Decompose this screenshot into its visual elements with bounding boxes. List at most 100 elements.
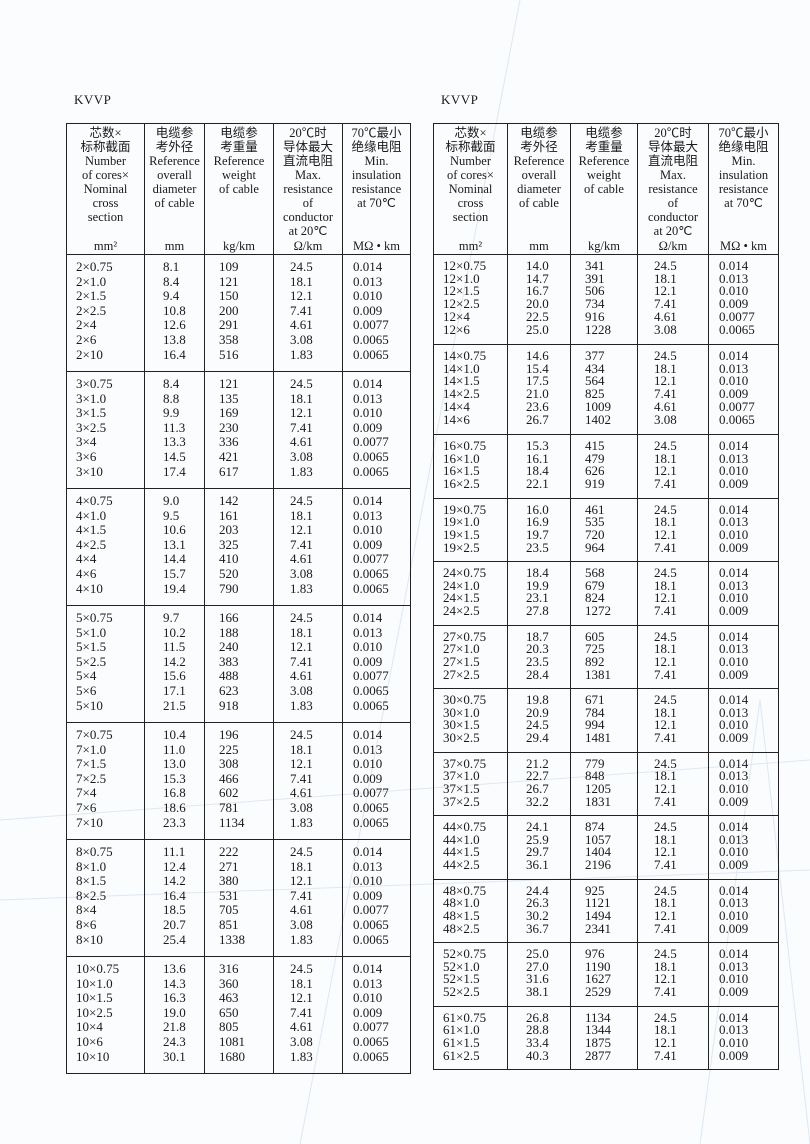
cell-value: 24.5 [290, 610, 313, 625]
table-row-group: 2×0.75 2×1.0 2×1.5 2×2.5 2×4 2×6 2×10 8.1 8.4 9.4… [66, 254, 411, 372]
cell-value: 0.010 [719, 780, 749, 796]
cell-value: 14×6 [443, 411, 470, 427]
cell-value: 16.0 [526, 501, 549, 517]
cell-overall-diameter: 24.4 26.3 30.2 36.7 [507, 878, 571, 943]
cell-value: 24.4 [526, 882, 549, 898]
cell-value: 0.0065 [353, 331, 389, 347]
cell-value: 28.8 [526, 1022, 549, 1038]
cell-value: 61×1.5 [443, 1034, 480, 1050]
cell-value: 19.9 [526, 577, 549, 593]
header-line: Number [85, 154, 126, 168]
header-line: at 70℃ [724, 196, 763, 210]
cell-value: 336 [219, 434, 239, 450]
cell-value: 0.013 [719, 514, 749, 530]
header-weight: 电缆参 考重量 Reference weight of cable kg/km [204, 123, 274, 255]
cell-value: 18.1 [654, 895, 677, 911]
cell-value: 9.0 [163, 493, 180, 508]
cell-value: 12.1 [290, 522, 313, 538]
cell-value: 779 [585, 755, 605, 771]
cell-value: 0.010 [719, 373, 749, 389]
cell-min-insulation-resistance: 0.014 0.013 0.010 0.009 [708, 1005, 779, 1070]
cell-value: 13.6 [163, 961, 186, 976]
header-line: 考外径 [155, 140, 194, 154]
cell-value: 12.1 [290, 756, 313, 772]
cell-value: 7×0.75 [76, 727, 113, 742]
cell-value: 0.010 [719, 907, 749, 923]
cell-value: 18.1 [654, 704, 677, 720]
cell-value: 4×2.5 [76, 536, 107, 552]
cell-value: 22.7 [526, 768, 549, 784]
cell-min-insulation-resistance: 0.014 0.013 0.010 0.009 0.0077 0.0065 0.0065 [342, 956, 411, 1074]
cell-weight: 109 121 150 200 291 358 516 [204, 254, 274, 372]
cell-value: 11.1 [163, 844, 186, 859]
cell-cores-cross-section: 5×0.75 5×1.0 5×1.5 5×2.5 5×4 5×6 5×10 [66, 605, 145, 723]
cell-value: 1081 [219, 1033, 245, 1049]
cell-min-insulation-resistance: 0.014 0.013 0.010 0.009 [708, 751, 779, 816]
cell-value: 0.009 [719, 984, 749, 1000]
cell-value: 1.83 [290, 1048, 313, 1064]
cell-value: 8×1.5 [76, 873, 107, 889]
header-unit: kg/km [588, 239, 620, 253]
cell-value: 4×1.5 [76, 522, 107, 538]
cell-value: 0.010 [719, 971, 749, 987]
cell-min-insulation-resistance: 0.014 0.013 0.010 0.009 0.0077 0.0065 0.0065 [342, 254, 411, 372]
cell-value: 61×0.75 [443, 1009, 487, 1025]
cell-value: 11.3 [163, 419, 186, 435]
cell-value: 24.5 [654, 628, 677, 644]
cell-value: 0.0065 [353, 814, 389, 830]
cell-value: 463 [219, 990, 239, 1006]
cell-cores-cross-section: 3×0.75 3×1.0 3×1.5 3×2.5 3×4 3×6 3×10 [66, 371, 145, 489]
cell-value: 21.2 [526, 755, 549, 771]
cell-value: 7.41 [654, 539, 677, 555]
cell-value: 5×1.0 [76, 624, 107, 640]
cell-value: 18.1 [654, 270, 677, 286]
cell-value: 1831 [585, 793, 611, 809]
cell-value: 52×2.5 [443, 984, 480, 1000]
cell-value: 24.5 [654, 755, 677, 771]
cell-value: 2341 [585, 920, 611, 936]
cell-value: 291 [219, 317, 239, 333]
cell-value: 24×1.0 [443, 577, 480, 593]
cell-value: 848 [585, 768, 605, 784]
cell-value: 4×10 [76, 580, 103, 596]
cell-weight: 415 479 626 919 [570, 434, 638, 499]
header-cores-cross-section: 芯数× 标称截面 Number of cores× Nominal cross sectio… [433, 123, 508, 255]
cell-value: 10×6 [76, 1033, 103, 1049]
cell-value: 10.4 [163, 727, 186, 742]
cell-min-insulation-resistance: 0.014 0.013 0.010 0.009 0.0077 0.0065 0.0065 [342, 839, 411, 957]
cell-min-insulation-resistance: 0.014 0.013 0.010 0.009 [708, 878, 779, 943]
cell-value: 916 [585, 308, 605, 324]
header-line: Reference [578, 154, 630, 168]
header-line: 直流电阻 [647, 154, 698, 168]
table-row-group: 37×0.75 37×1.0 37×1.5 37×2.5 21.2 22.7 26.7 32.… [433, 751, 779, 816]
cell-value: 44×0.75 [443, 819, 487, 834]
cell-value: 383 [219, 653, 239, 669]
cell-cores-cross-section: 37×0.75 37×1.0 37×1.5 37×2.5 [433, 751, 508, 816]
cell-value: 1627 [585, 971, 611, 987]
cell-max-conductor-resistance: 24.5 18.1 12.1 7.41 [637, 815, 709, 880]
cell-value: 3.08 [290, 448, 313, 464]
header-line: of cable [519, 196, 559, 210]
header-line: 导体最大 [647, 140, 698, 154]
cell-value: 24.5 [290, 844, 313, 859]
cell-value: 18.7 [526, 628, 549, 644]
cell-value: 2×4 [76, 317, 97, 333]
cell-value: 0.009 [353, 653, 383, 669]
cell-value: 10.6 [163, 522, 186, 538]
header-line: section [452, 210, 489, 224]
cell-value: 24.5 [290, 493, 313, 508]
cell-value: 14.6 [526, 348, 549, 363]
cell-value: 0.010 [719, 717, 749, 733]
cell-value: 17.4 [163, 463, 186, 479]
cell-value: 2877 [585, 1047, 611, 1063]
cell-value: 20.9 [526, 704, 549, 720]
cell-value: 790 [219, 580, 239, 596]
cell-value: 1.83 [290, 814, 313, 830]
cell-value: 14×4 [443, 398, 470, 414]
cell-value: 4.61 [654, 308, 677, 324]
table-header-row: 芯数× 标称截面 Number of cores× Nominal cross sectio… [66, 123, 411, 255]
cell-value: 1404 [585, 844, 611, 860]
cell-value: 0.0077 [719, 308, 755, 324]
cell-value: 0.0065 [353, 565, 389, 581]
cell-value: 516 [219, 346, 239, 362]
